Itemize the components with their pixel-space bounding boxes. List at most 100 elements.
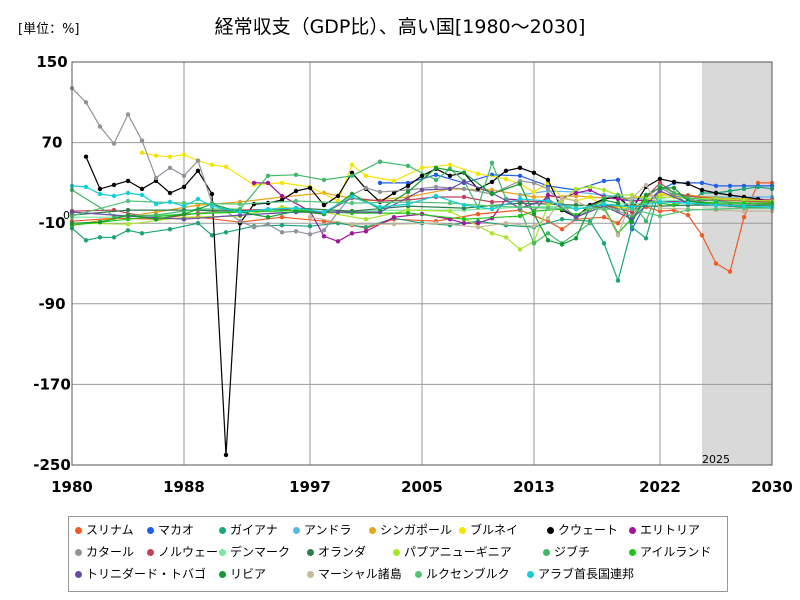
legend-label: アンドラ: [304, 523, 352, 537]
forecast-region: [702, 62, 772, 465]
series-line: [309, 183, 772, 237]
data-point: [195, 202, 201, 208]
legend-label: アラブ首長国連邦: [538, 567, 635, 581]
data-point: [111, 235, 117, 240]
legend-item: オランダ: [307, 543, 366, 560]
data-point: [433, 165, 439, 170]
data-point: [573, 236, 579, 241]
data-point: [671, 190, 677, 196]
data-point: [167, 199, 173, 205]
data-point: [307, 185, 313, 191]
data-point: [615, 196, 621, 202]
legend-label: マーシャル諸島: [318, 567, 402, 581]
legend-item: マーシャル諸島: [307, 565, 402, 582]
data-point: [517, 204, 523, 210]
data-point: [545, 216, 551, 221]
data-point: [713, 183, 719, 189]
data-point: [125, 217, 131, 222]
data-point: [643, 182, 649, 188]
series-group: [69, 86, 775, 458]
legend-marker: [293, 527, 300, 534]
data-point: [461, 217, 467, 222]
legend-item: デンマーク: [219, 543, 290, 560]
data-point: [167, 154, 173, 159]
data-point: [83, 100, 89, 105]
data-point: [587, 184, 593, 190]
data-point: [643, 198, 649, 204]
data-point: [125, 212, 131, 218]
data-point: [349, 194, 355, 200]
data-point: [741, 215, 747, 220]
data-point: [419, 187, 425, 193]
legend-label: ノルウェー: [158, 545, 219, 559]
data-point: [685, 207, 691, 213]
forecast-label: 2025: [702, 453, 730, 466]
legend-label: ジブチ: [554, 545, 591, 559]
data-point: [671, 202, 677, 208]
data-point: [363, 173, 369, 178]
data-point: [447, 173, 453, 178]
data-point: [657, 185, 663, 191]
legend-item: ブルネイ: [459, 521, 518, 538]
data-point: [629, 220, 635, 225]
data-point: [531, 170, 537, 175]
data-point: [685, 212, 691, 218]
data-point: [349, 200, 355, 206]
x-tick-label: 2022: [639, 478, 681, 496]
data-point: [475, 225, 481, 230]
data-point: [475, 171, 481, 176]
legend-item: アイルランド: [629, 543, 711, 560]
data-point: [503, 168, 509, 173]
data-point: [629, 204, 635, 210]
data-point: [181, 211, 187, 217]
data-point: [237, 219, 243, 224]
legend-marker: [147, 549, 154, 556]
y-tick-label: -250: [33, 456, 71, 474]
legend-item: マカオ: [147, 521, 194, 538]
data-point: [279, 230, 285, 235]
data-point: [139, 231, 145, 236]
data-point: [573, 206, 579, 212]
series-line: [71, 160, 773, 245]
data-point: [195, 221, 201, 226]
data-point: [545, 186, 551, 192]
x-tick-label: 2030: [751, 478, 793, 496]
legend-item: スリナム: [75, 521, 134, 538]
y-tick-label: 70: [42, 134, 63, 152]
data-point: [83, 184, 89, 190]
data-point: [349, 162, 355, 167]
legend-item: カタール: [75, 543, 134, 560]
legend-item: クウェート: [547, 521, 618, 538]
data-point: [349, 222, 355, 227]
data-point: [293, 172, 299, 177]
legend-marker: [629, 527, 636, 534]
data-point: [97, 124, 103, 129]
data-point: [503, 235, 509, 240]
legend-marker: [547, 527, 554, 534]
data-point: [321, 202, 327, 208]
legend-item: リビア: [219, 565, 266, 582]
data-point: [643, 236, 649, 241]
data-point: [153, 153, 159, 158]
data-point: [209, 203, 215, 209]
legend-label: カタール: [86, 545, 135, 559]
data-point: [671, 179, 677, 185]
data-point: [251, 180, 257, 186]
data-point: [615, 278, 621, 283]
data-point: [615, 233, 621, 238]
x-tick-label: 2013: [513, 478, 555, 496]
legend-marker: [219, 527, 226, 534]
legend-marker: [543, 549, 550, 556]
data-point: [531, 189, 537, 195]
data-point: [433, 184, 439, 190]
data-point: [475, 211, 481, 217]
data-point: [279, 180, 285, 186]
data-point: [489, 179, 495, 185]
data-point: [321, 228, 327, 233]
data-point: [97, 186, 103, 192]
x-tick-label: 2005: [401, 478, 443, 496]
data-point: [125, 178, 131, 184]
legend-marker: [527, 571, 534, 578]
data-point: [517, 247, 523, 252]
